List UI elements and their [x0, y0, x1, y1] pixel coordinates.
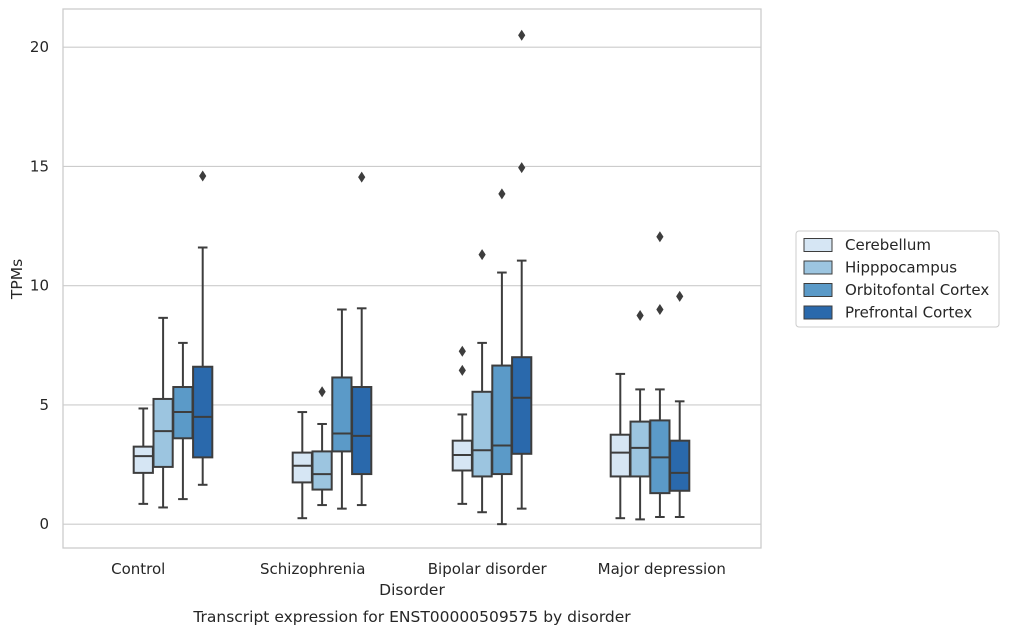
outlier-point: [656, 231, 664, 243]
box-3-3: [669, 290, 691, 518]
legend-entry: Hipppocampus: [845, 259, 957, 277]
outlier-point: [458, 364, 466, 376]
box-iqr: [331, 376, 353, 453]
legend-swatch: [803, 260, 833, 275]
legend-entry: Prefrontal Cortex: [845, 304, 972, 322]
x-tick-label: Bipolar disorder: [428, 560, 548, 578]
box-1-2: [331, 308, 353, 510]
box-iqr: [471, 390, 493, 478]
legend-frame: [795, 230, 1000, 328]
outlier-point: [358, 171, 366, 183]
x-axis-label: Disorder: [379, 581, 445, 599]
box-3-0: [609, 372, 631, 520]
box-2-0: [451, 345, 473, 505]
legend: Cerebellum Hipppocampus Orbitofontal Corte…: [795, 230, 1000, 328]
box-iqr: [491, 364, 513, 476]
box-2-1: [471, 249, 493, 514]
y-tick-label: 20: [30, 38, 49, 56]
outlier-point: [458, 345, 466, 357]
box-1-3: [351, 171, 373, 507]
y-axis-label: TPMs: [8, 259, 26, 300]
y-tick-label: 15: [30, 157, 49, 175]
box-iqr: [132, 445, 154, 474]
box-iqr: [311, 450, 333, 491]
outlier-point: [518, 29, 526, 41]
box-3-2: [649, 231, 671, 518]
outlier-point: [676, 290, 684, 302]
box-iqr: [669, 439, 691, 492]
box-iqr: [152, 397, 174, 468]
outlier-point: [498, 188, 506, 200]
y-tick-labels: 0 5 10 15 20: [30, 38, 49, 533]
legend-entry: Orbitofontal Cortex: [845, 281, 989, 299]
figure-caption: Transcript expression for ENST0000050957…: [192, 608, 631, 626]
box-0-1: [152, 316, 174, 509]
outlier-point: [478, 249, 486, 261]
outlier-point: [318, 386, 326, 398]
box-1-0: [291, 411, 313, 520]
legend-swatch: [803, 283, 833, 297]
box-0-3: [192, 170, 214, 486]
y-tick-label: 10: [30, 277, 49, 295]
box-2-2: [491, 188, 513, 526]
legend-swatch: [803, 238, 833, 252]
box-iqr: [192, 365, 214, 459]
box-3-1: [629, 309, 651, 521]
box-2-3: [511, 29, 533, 510]
box-iqr: [351, 386, 373, 476]
box-iqr: [629, 420, 651, 478]
plot-frame: [62, 8, 762, 549]
outlier-point: [518, 162, 526, 174]
box-iqr: [609, 433, 631, 478]
box-0-2: [172, 341, 194, 501]
legend-swatch: [803, 305, 833, 320]
box-0-0: [132, 407, 154, 505]
outlier-point: [199, 170, 207, 182]
box-iqr: [511, 356, 533, 455]
x-tick-label: Major depression: [598, 560, 726, 578]
x-tick-labels: Control Schizophrenia Bipolar disorder Majo…: [111, 560, 726, 578]
outlier-point: [656, 304, 664, 316]
legend-entry: Cerebellum: [845, 236, 931, 254]
x-tick-label: Schizophrenia: [260, 560, 365, 578]
outlier-point: [636, 309, 644, 321]
x-tick-label: Control: [111, 560, 165, 578]
y-tick-label: 5: [39, 396, 49, 414]
box-groups: [132, 29, 691, 526]
box-1-1: [311, 386, 333, 507]
y-tick-label: 0: [39, 515, 49, 533]
box-iqr: [291, 451, 313, 484]
